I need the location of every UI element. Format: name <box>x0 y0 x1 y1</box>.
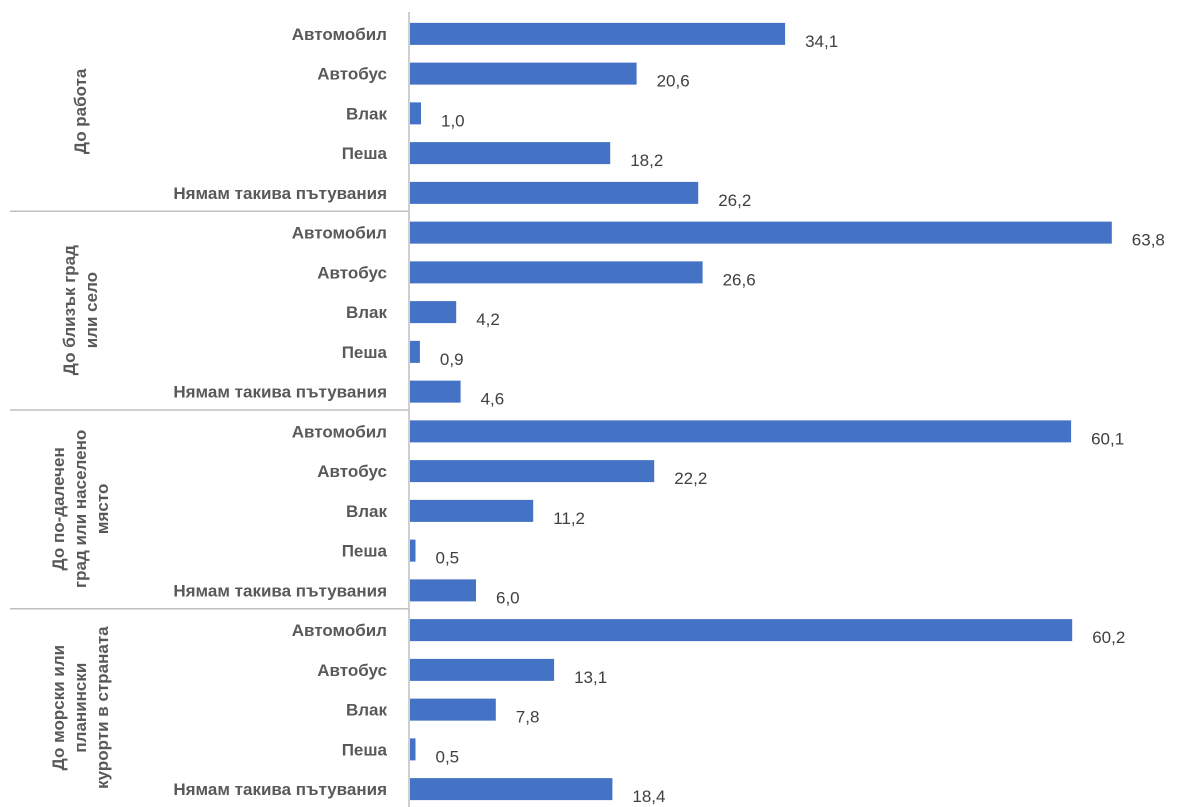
category-label: Автобус <box>317 263 387 282</box>
bar <box>410 22 786 45</box>
bar <box>410 221 1112 244</box>
group-label: До по-далечен град или населено място <box>49 430 112 588</box>
group-label: До близък град или село <box>60 245 101 375</box>
bar <box>410 102 421 125</box>
value-label: 4,6 <box>481 390 505 409</box>
category-label: Нямам такива пътувания <box>173 383 387 402</box>
category-label: Автобус <box>317 661 387 680</box>
value-label: 20,6 <box>657 72 690 91</box>
category-label: Влак <box>346 502 388 521</box>
value-label: 26,6 <box>723 270 756 289</box>
bar <box>410 181 699 204</box>
bar <box>410 301 457 324</box>
category-label: Нямам такива пътувания <box>173 184 387 203</box>
bar <box>410 738 416 761</box>
group-label-line: град или населено <box>71 430 90 588</box>
group-label-line: До морски или <box>49 645 68 770</box>
value-label: 18,2 <box>630 151 663 170</box>
value-label: 1,0 <box>441 111 465 130</box>
value-label: 60,1 <box>1091 429 1124 448</box>
bar <box>410 420 1072 443</box>
bar <box>410 261 703 284</box>
value-label: 60,2 <box>1092 628 1125 647</box>
category-label: Пеша <box>342 144 388 163</box>
group-label: До работа <box>71 68 90 154</box>
category-label: Влак <box>346 104 388 123</box>
category-label: Пеша <box>342 740 388 759</box>
group-label: До морски или планински курорти в страната <box>49 626 112 789</box>
bar <box>410 539 416 562</box>
bar <box>410 499 534 522</box>
value-label: 7,8 <box>516 708 540 727</box>
category-label: Влак <box>346 701 388 720</box>
bar <box>410 340 420 363</box>
bar <box>410 658 555 681</box>
bar <box>410 579 476 602</box>
group-label-line: място <box>93 484 112 534</box>
value-label: 0,9 <box>440 350 464 369</box>
value-label: 22,2 <box>674 469 707 488</box>
category-label: Нямам такива пътувания <box>173 780 387 799</box>
value-label: 4,2 <box>476 310 500 329</box>
category-label: Автомобил <box>292 25 387 44</box>
category-label: Автобус <box>317 65 387 84</box>
group-label-line: До работа <box>71 68 90 154</box>
value-label: 18,4 <box>632 787 665 806</box>
group-label-line: курорти в страната <box>93 626 112 789</box>
category-label: Влак <box>346 303 388 322</box>
value-label: 26,2 <box>718 191 751 210</box>
category-label: Автомобил <box>292 621 387 640</box>
category-label: Нямам такива пътувания <box>173 581 387 600</box>
bar <box>410 380 461 403</box>
category-label: Пеша <box>342 343 388 362</box>
bar <box>410 778 613 801</box>
bar <box>410 460 655 483</box>
value-label: 11,2 <box>553 509 585 528</box>
value-label: 34,1 <box>805 32 838 51</box>
bar <box>410 619 1073 642</box>
category-label: Автомобил <box>292 224 387 243</box>
category-label: Пеша <box>342 542 388 561</box>
bar <box>410 142 611 165</box>
value-label: 6,0 <box>496 588 520 607</box>
group-label-line: До близък град <box>60 245 79 375</box>
value-label: 0,5 <box>436 549 460 568</box>
group-label-line: До по-далечен <box>49 447 68 570</box>
group-label-line: планински <box>71 663 90 753</box>
group-label-line: или село <box>82 272 101 348</box>
bar <box>410 698 496 721</box>
value-label: 13,1 <box>574 668 607 687</box>
category-label: Автобус <box>317 462 387 481</box>
value-label: 0,5 <box>436 747 460 766</box>
category-label: Автомобил <box>292 422 387 441</box>
bar <box>410 62 637 85</box>
value-label: 63,8 <box>1132 231 1165 250</box>
